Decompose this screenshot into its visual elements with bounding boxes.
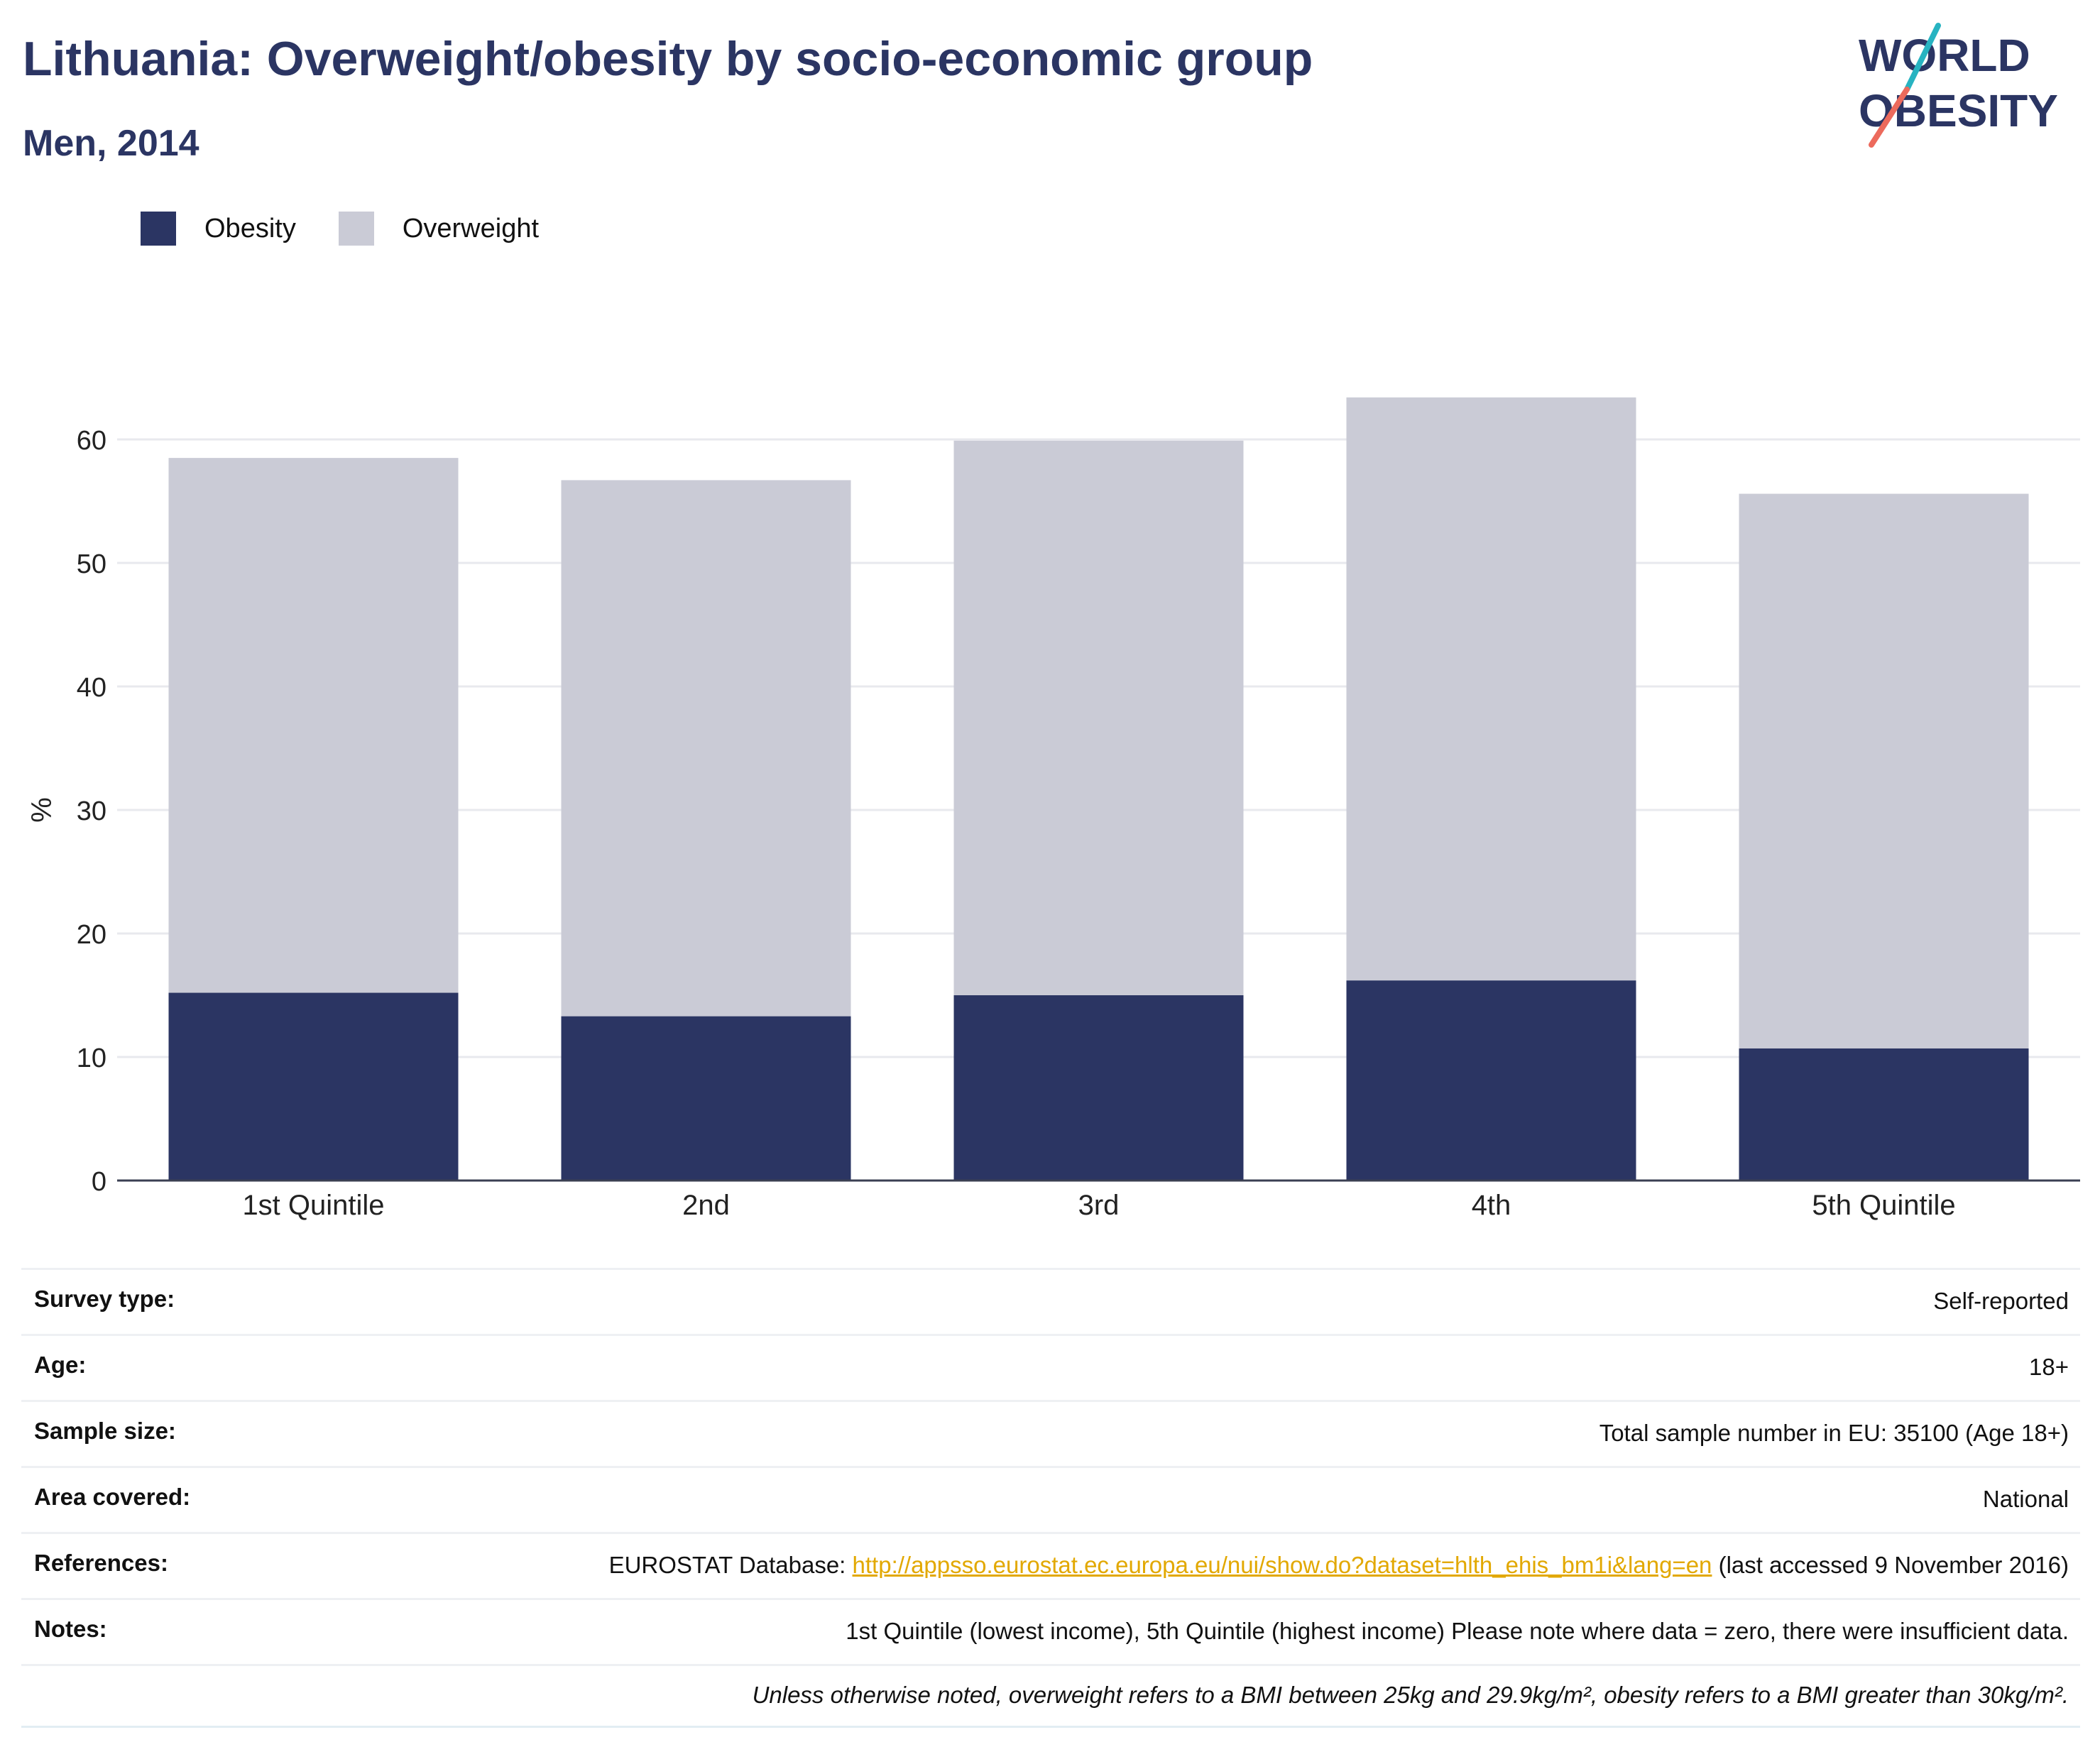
x-tick-label: 2nd <box>682 1190 730 1221</box>
bar-overweight-2 <box>561 480 851 1017</box>
svg-text:WORLD: WORLD <box>1859 30 2030 81</box>
y-tick-label: 10 <box>77 1044 106 1073</box>
chart-legend: Obesity Overweight <box>141 212 581 246</box>
y-tick-label: 60 <box>77 426 106 456</box>
world-obesity-logo: WORLD OBESITY <box>1859 23 2058 148</box>
y-axis-label: % <box>26 797 58 823</box>
meta-value: 1st Quintile (lowest income), 5th Quinti… <box>846 1618 2069 1644</box>
meta-label: Age: <box>34 1352 87 1378</box>
meta-value: Total sample number in EU: 35100 (Age 18… <box>1599 1420 2069 1446</box>
bar-obesity-5 <box>1739 1048 2029 1181</box>
reference-suffix: (last accessed 9 November 2016) <box>1712 1552 2069 1578</box>
meta-label: Notes: <box>34 1616 107 1642</box>
y-tick-label: 20 <box>77 920 106 950</box>
meta-row-sample-size: Sample size: Total sample number in EU: … <box>21 1400 2080 1466</box>
bar-obesity-3 <box>953 995 1244 1181</box>
meta-label: Survey type: <box>34 1286 175 1312</box>
meta-row-survey-type: Survey type: Self-reported <box>21 1268 2080 1334</box>
x-tick-label: 5th Quintile <box>1812 1190 1955 1221</box>
legend-label-overweight: Overweight <box>402 213 540 243</box>
meta-row-area-covered: Area covered: National <box>21 1466 2080 1532</box>
x-tick-label: 3rd <box>1078 1190 1120 1221</box>
legend-item-overweight[interactable]: Overweight <box>338 212 540 246</box>
bar-obesity-1 <box>168 992 459 1181</box>
footnote: Unless otherwise noted, overweight refer… <box>752 1682 2069 1708</box>
meta-value: EUROSTAT Database: http://appsso.eurosta… <box>609 1550 2069 1581</box>
meta-row-footnote: Unless otherwise noted, overweight refer… <box>21 1664 2080 1728</box>
stacked-bar-chart: 0 10 20 30 40 50 60% 1st Quintile 2nd 3rd 4th 5th Q… <box>26 397 2080 1221</box>
x-tick-label: 4th <box>1472 1190 1511 1221</box>
meta-row-notes: Notes: 1st Quintile (lowest income), 5th… <box>21 1598 2080 1664</box>
y-tick-label: 40 <box>77 673 106 703</box>
legend-swatch-overweight <box>338 212 374 246</box>
svg-text:OBESITY: OBESITY <box>1859 85 2058 136</box>
meta-label: References: <box>34 1550 168 1576</box>
bar-overweight-5 <box>1739 493 2029 1048</box>
chart-title: Lithuania: Overweight/obesity by socio-e… <box>23 32 1313 86</box>
bar-overweight-4 <box>1346 397 1636 981</box>
meta-row-references: References: EUROSTAT Database: http://ap… <box>21 1532 2080 1598</box>
meta-row-age: Age: 18+ <box>21 1334 2080 1400</box>
metadata-table: Survey type: Self-reported Age: 18+ Samp… <box>21 1268 2080 1728</box>
legend-label-obesity: Obesity <box>204 213 296 243</box>
meta-label: Area covered: <box>34 1484 191 1510</box>
chart-subtitle: Men, 2014 <box>23 123 199 164</box>
bar-obesity-2 <box>561 1016 851 1181</box>
bar-overweight-3 <box>953 440 1244 995</box>
meta-value: National <box>1982 1486 2069 1512</box>
bar-overweight-1 <box>168 458 459 993</box>
meta-value: Self-reported <box>1933 1288 2069 1314</box>
x-tick-label: 1st Quintile <box>242 1190 384 1221</box>
reference-prefix: EUROSTAT Database: <box>608 1552 853 1578</box>
y-tick-label: 0 <box>92 1167 106 1197</box>
meta-label: Sample size: <box>34 1418 176 1444</box>
bar-obesity-4 <box>1346 980 1636 1181</box>
y-tick-label: 50 <box>77 549 106 579</box>
legend-item-obesity[interactable]: Obesity <box>141 212 296 246</box>
reference-link[interactable]: http://appsso.eurostat.ec.europa.eu/nui/… <box>852 1552 1712 1578</box>
meta-value: 18+ <box>2029 1354 2069 1380</box>
y-tick-label: 30 <box>77 796 106 826</box>
legend-swatch-obesity <box>141 212 176 246</box>
